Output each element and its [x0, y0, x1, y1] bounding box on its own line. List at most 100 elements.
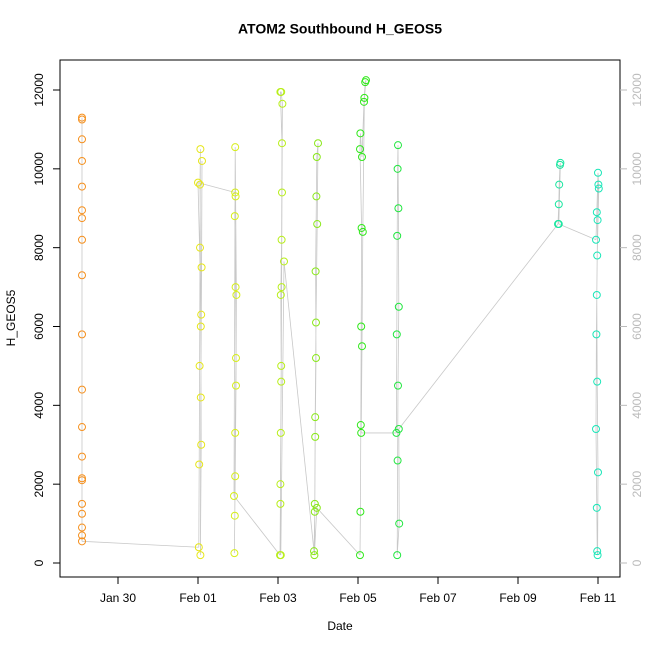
- data-point: [78, 206, 86, 215]
- series-line: [396, 145, 400, 556]
- data-point: [358, 153, 366, 162]
- data-point: [196, 243, 204, 252]
- data-point: [554, 220, 563, 229]
- data-point: [393, 164, 402, 173]
- data-point: [392, 330, 401, 339]
- data-point: [394, 424, 403, 433]
- data-point: [230, 212, 239, 221]
- x-axis-label: Date: [327, 619, 353, 633]
- data-point: [78, 452, 86, 461]
- data-point: [314, 139, 322, 148]
- data-point: [78, 385, 86, 394]
- data-point: [78, 113, 86, 122]
- y2-tick-label: 6000: [630, 313, 644, 340]
- series-line: [279, 91, 285, 556]
- data-point: [362, 76, 370, 85]
- data-point: [78, 135, 86, 144]
- x-tick-label: Feb 03: [259, 591, 297, 605]
- data-point: [230, 549, 239, 558]
- data-point: [231, 143, 240, 152]
- data-point: [276, 499, 285, 508]
- data-point: [231, 428, 240, 437]
- data-point: [231, 188, 240, 197]
- data-point: [310, 547, 318, 556]
- data-point: [78, 509, 86, 518]
- data-point: [78, 474, 86, 483]
- data-point: [593, 377, 602, 386]
- data-point: [277, 235, 286, 244]
- y-tick-label: 2000: [32, 471, 46, 498]
- data-point: [78, 182, 86, 191]
- connector-line: [233, 495, 281, 556]
- data-point: [232, 290, 241, 299]
- x-tick-label: Jan 30: [100, 591, 136, 605]
- data-point: [278, 188, 286, 197]
- connector-line: [197, 182, 236, 193]
- data-point: [356, 421, 365, 430]
- series-line: [197, 149, 203, 556]
- y2-tick-label: 8000: [630, 234, 644, 261]
- data-point: [78, 537, 86, 546]
- data-point: [394, 302, 403, 311]
- data-point: [360, 97, 368, 106]
- data-point: [78, 476, 86, 485]
- chart-title: ATOM2 Southbound H_GEOS5: [238, 21, 442, 37]
- data-point: [393, 456, 402, 465]
- data-point: [358, 342, 366, 351]
- data-point: [231, 283, 240, 292]
- data-point: [592, 424, 600, 433]
- data-point: [594, 184, 603, 193]
- data-point: [594, 468, 602, 477]
- data-point: [197, 440, 206, 449]
- data-point: [198, 156, 206, 165]
- data-point: [230, 511, 239, 520]
- data-point: [78, 330, 86, 339]
- data-point: [356, 129, 365, 138]
- data-point: [392, 428, 401, 437]
- y-tick-label: 4000: [32, 392, 46, 419]
- data-point: [230, 491, 238, 500]
- connector-line: [283, 261, 315, 552]
- data-point: [277, 361, 286, 370]
- y2-tick-label: 0: [630, 559, 644, 566]
- data-point: [311, 413, 320, 422]
- data-point: [593, 551, 602, 560]
- data-point: [310, 551, 319, 560]
- data-point: [278, 99, 287, 108]
- data-point: [231, 192, 240, 201]
- data-point: [196, 145, 205, 154]
- connector-line: [316, 507, 361, 556]
- y2-tick-label: 2000: [630, 471, 644, 498]
- data-point: [312, 354, 320, 363]
- x-tick-label: Feb 09: [499, 591, 537, 605]
- data-point: [196, 322, 205, 331]
- data-point: [78, 271, 86, 280]
- data-point: [195, 460, 204, 469]
- data-point: [555, 180, 564, 189]
- data-point: [312, 192, 321, 201]
- connector-line: [558, 223, 597, 241]
- data-point: [276, 290, 285, 299]
- data-point: [195, 361, 204, 370]
- data-point: [78, 531, 86, 540]
- data-point: [78, 423, 86, 432]
- data-point: [394, 141, 402, 150]
- data-point: [356, 551, 364, 560]
- data-point: [78, 214, 86, 223]
- series-line: [595, 172, 600, 556]
- data-point: [196, 551, 205, 560]
- data-point: [232, 354, 240, 363]
- y2-tick-label: 4000: [630, 392, 644, 419]
- x-tick-label: Feb 11: [580, 591, 617, 605]
- data-point: [592, 235, 600, 244]
- data-point: [78, 235, 86, 244]
- data-point: [280, 257, 288, 266]
- data-point: [394, 381, 402, 390]
- data-point: [312, 503, 321, 512]
- y-tick-label: 10000: [32, 152, 46, 186]
- y2-tick-label: 12000: [630, 73, 644, 107]
- data-point: [231, 472, 240, 481]
- data-point: [393, 231, 402, 240]
- data-point: [594, 180, 603, 189]
- data-point: [310, 507, 319, 516]
